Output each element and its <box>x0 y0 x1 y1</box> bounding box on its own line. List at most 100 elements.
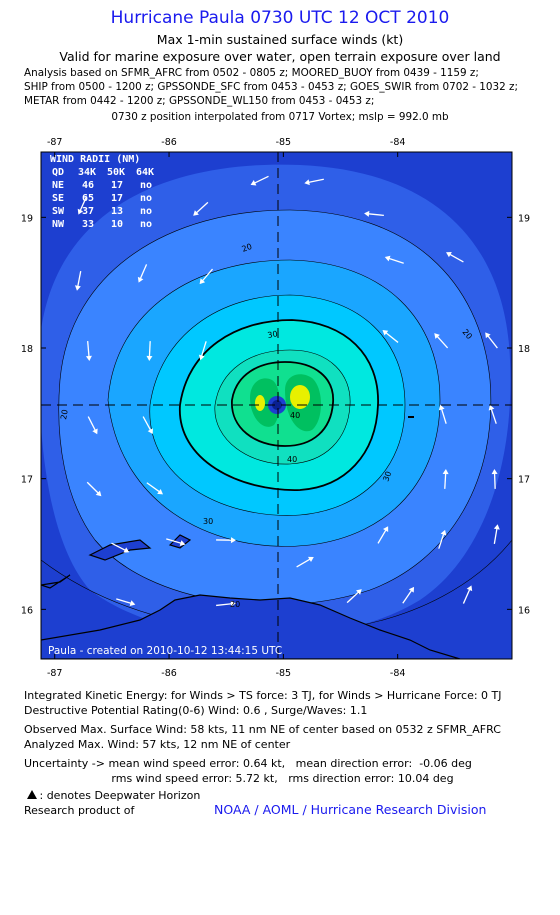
wind-vector <box>382 330 399 343</box>
wind-radii-table: WIND RADII (NM) QD 34K 50K 64K NE 46 17 no S… <box>50 154 154 230</box>
x-tick-label-top: -84 <box>390 137 406 148</box>
wind-vector <box>137 264 148 283</box>
wind-vector <box>446 252 464 263</box>
wind-radii-cell: no <box>140 180 152 191</box>
uncertainty-line-2: rms wind speed error: 5.72 kt, rms direc… <box>24 772 454 785</box>
wind-vector <box>146 341 153 361</box>
contour-label: 40 <box>290 411 300 420</box>
wind-vector <box>166 538 186 546</box>
wind-radii-header-34k: 34K <box>78 167 96 178</box>
wind-radii-cell: SE <box>52 193 64 204</box>
wind-vector <box>485 332 498 349</box>
wind-vector <box>377 526 389 544</box>
created-label: Paula - created on 2010-10-12 13:44:15 U… <box>48 645 282 657</box>
wind-radii-cell: no <box>140 219 152 230</box>
wind-vector <box>86 481 102 497</box>
wind-vector <box>462 585 473 604</box>
wind-radii-header-64k: 64K <box>136 167 154 178</box>
y-tick-label-right: 17 <box>518 475 530 486</box>
x-tick-label-bottom: -87 <box>47 668 63 678</box>
wind-vector <box>442 469 449 489</box>
y-tick-label-left: 16 <box>21 605 33 616</box>
uncertainty-line-1: Uncertainty -> mean wind speed error: 0.… <box>24 757 472 770</box>
x-tick-label-bottom: -85 <box>276 668 292 678</box>
wind-radii-cell: 33 <box>82 219 94 230</box>
y-tick-label-right: 18 <box>518 344 530 355</box>
analyzed-max-line: Analyzed Max. Wind: 57 kts, 12 nm NE of … <box>24 738 291 751</box>
wind-vector <box>216 600 236 607</box>
noaa-link[interactable]: NOAA / AOML / Hurricane Research Divisio… <box>214 802 487 817</box>
wind-radii-cell: 65 <box>82 193 94 204</box>
wind-vector <box>402 586 415 604</box>
wind-vector <box>198 341 207 361</box>
x-tick-label-bottom: -86 <box>161 668 177 678</box>
x-axis: -87 -87 -86 -86 -85 -85 -84 -84 <box>47 137 405 678</box>
wind-radii-cell: no <box>140 193 152 204</box>
wind-field-fill <box>41 152 512 659</box>
x-tick-label-top: -85 <box>276 137 292 148</box>
wind-radii-header-50k: 50K <box>107 167 125 178</box>
wind-radii-cell: NW <box>52 219 65 230</box>
wind-vector <box>116 598 136 607</box>
analysis-line: SHIP from 0500 - 1200 z; GPSSONDE_SFC fr… <box>24 81 518 93</box>
wind-vector <box>193 201 209 216</box>
wind-radii-title: WIND RADII (NM) <box>50 154 140 165</box>
wind-vector <box>216 537 236 544</box>
contour-label: 20 <box>59 409 70 421</box>
wind-vector <box>438 529 447 549</box>
wind-radii-cell: 10 <box>111 219 123 230</box>
wind-radii-cell: 37 <box>82 206 94 217</box>
validity-note: Valid for marine exposure over water, op… <box>59 49 501 64</box>
wind-vector <box>304 178 324 186</box>
y-axis: 16 16 17 17 18 18 19 19 <box>21 213 530 616</box>
wind-field-map: 20 20 20 20 30 30 30 40 40 WIND RADII (N… <box>21 137 530 678</box>
y-tick-label-left: 18 <box>21 344 33 355</box>
contour-label: 20 <box>241 242 254 254</box>
chart-title: Hurricane Paula 0730 UTC 12 OCT 2010 <box>110 8 450 28</box>
wind-vector <box>111 542 130 553</box>
contour-label: 30 <box>267 329 279 340</box>
coastline <box>41 534 461 659</box>
deepwater-horizon-icon <box>27 790 37 799</box>
wind-vector <box>346 589 362 604</box>
contour-label: 20 <box>230 600 240 609</box>
y-tick-label-right: 16 <box>518 605 530 616</box>
wind-vector <box>77 196 88 215</box>
wind-vector <box>364 210 384 217</box>
wind-radii-cell: 17 <box>111 180 123 191</box>
wind-radii-header-qd: QD <box>52 167 64 178</box>
wind-vector <box>74 271 82 291</box>
wind-vector <box>199 268 214 285</box>
wind-radii-cell: 17 <box>111 193 123 204</box>
dpr-line: Destructive Potential Rating(0-6) Wind: … <box>24 704 368 717</box>
wind-radii-cell: 13 <box>111 206 123 217</box>
y-tick-label-left: 17 <box>21 475 33 486</box>
wind-radii-cell: 46 <box>82 180 94 191</box>
y-tick-label-left: 19 <box>21 213 33 224</box>
x-tick-label-bottom: -84 <box>390 668 406 678</box>
chart-subtitle: Max 1-min sustained surface winds (kt) <box>156 32 404 47</box>
x-tick-label-top: -86 <box>161 137 177 148</box>
wind-vector <box>493 524 500 544</box>
ike-line: Integrated Kinetic Energy: for Winds > T… <box>24 689 502 702</box>
y-tick-label-right: 19 <box>518 213 530 224</box>
observed-max-line: Observed Max. Surface Wind: 58 kts, 11 n… <box>24 723 501 736</box>
wind-radii-cell: SW <box>52 206 65 217</box>
wind-vector <box>87 416 98 435</box>
wind-vector <box>146 482 164 495</box>
plot-frame <box>40 151 513 660</box>
position-note: 0730 z position interpolated from 0717 V… <box>111 111 449 123</box>
wind-vector <box>85 341 92 361</box>
contour-label: 30 <box>203 517 213 526</box>
research-label: Research product of <box>24 804 135 817</box>
wind-vector <box>488 404 497 424</box>
analysis-line: Analysis based on SFMR_AFRC from 0502 - … <box>24 67 479 79</box>
contour-label: 40 <box>287 455 297 464</box>
wind-vector <box>438 404 447 424</box>
wind-vector <box>491 469 498 489</box>
x-tick-label-top: -87 <box>47 137 63 148</box>
wind-arrows <box>74 175 500 607</box>
deepwater-note: : denotes Deepwater Horizon <box>36 789 201 802</box>
wind-vector <box>142 416 153 435</box>
wind-radii-cell: no <box>140 206 152 217</box>
